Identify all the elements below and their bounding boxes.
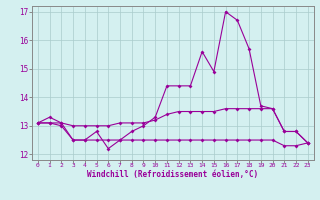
X-axis label: Windchill (Refroidissement éolien,°C): Windchill (Refroidissement éolien,°C)	[87, 170, 258, 179]
